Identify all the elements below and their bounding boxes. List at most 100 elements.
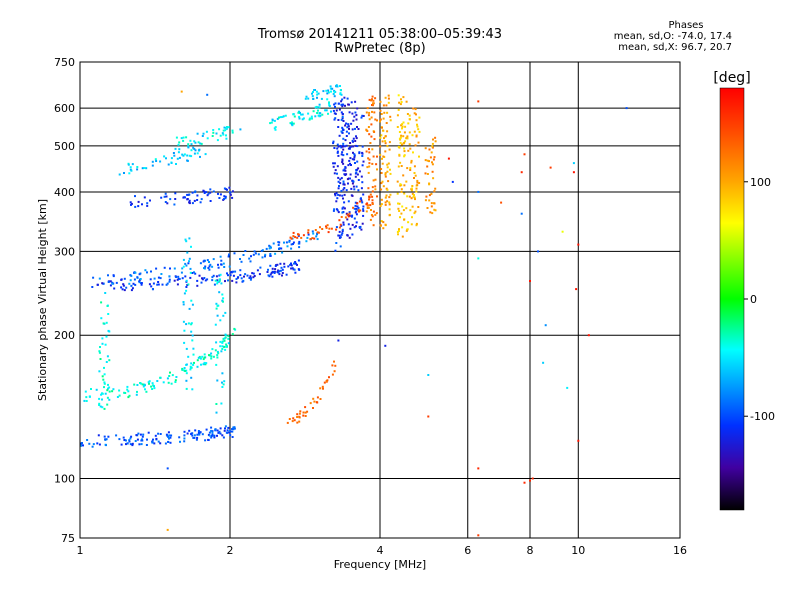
data-point	[432, 138, 434, 141]
data-point	[430, 202, 433, 205]
data-point	[280, 247, 283, 250]
data-point	[165, 157, 167, 160]
data-point	[401, 127, 403, 130]
data-point	[350, 194, 353, 197]
data-point	[289, 122, 292, 125]
data-point	[215, 363, 218, 366]
data-point	[292, 243, 294, 245]
data-point	[334, 193, 336, 195]
data-point	[299, 410, 302, 413]
data-point	[143, 167, 146, 169]
data-point	[190, 362, 193, 365]
data-point	[410, 197, 413, 200]
data-point	[529, 479, 531, 482]
data-point	[341, 151, 344, 154]
data-point	[357, 189, 360, 192]
data-point	[221, 132, 224, 135]
data-point	[316, 231, 319, 234]
data-point	[340, 103, 343, 106]
data-point	[307, 229, 310, 232]
data-point	[353, 158, 356, 161]
data-point	[191, 202, 194, 205]
data-point	[257, 253, 260, 256]
data-point	[400, 124, 403, 127]
data-point	[107, 387, 109, 390]
data-point	[273, 119, 276, 122]
data-point	[336, 209, 339, 212]
data-point	[127, 396, 130, 399]
data-point	[124, 392, 127, 394]
data-point	[411, 205, 414, 208]
data-point	[417, 128, 420, 131]
data-point	[192, 363, 195, 366]
data-point	[136, 166, 139, 168]
data-point	[199, 357, 202, 360]
data-point	[356, 173, 359, 176]
data-point	[220, 282, 223, 285]
data-point	[211, 276, 214, 279]
data-point	[145, 444, 148, 446]
data-point	[211, 348, 214, 351]
data-point	[233, 427, 236, 430]
data-point	[288, 240, 291, 243]
data-point	[196, 436, 199, 439]
data-point	[354, 175, 357, 178]
data-point	[411, 192, 414, 195]
data-point	[406, 167, 409, 170]
data-point	[130, 435, 133, 438]
data-point	[426, 207, 429, 209]
data-point	[314, 106, 317, 109]
data-point	[406, 137, 409, 140]
data-point	[216, 356, 219, 359]
data-point	[220, 402, 223, 405]
data-point	[278, 247, 281, 250]
data-point	[374, 97, 377, 100]
data-point	[284, 114, 287, 117]
data-point	[272, 242, 275, 245]
data-point	[102, 322, 105, 325]
data-point	[374, 213, 377, 216]
data-point	[400, 98, 402, 101]
data-point	[279, 116, 282, 119]
data-point	[340, 177, 343, 180]
data-point	[332, 209, 335, 212]
data-point	[371, 186, 374, 189]
data-point	[332, 109, 335, 112]
data-point	[317, 231, 320, 234]
data-point	[362, 208, 365, 211]
data-point	[104, 343, 107, 346]
data-point	[174, 192, 177, 195]
data-point	[349, 177, 351, 180]
data-point	[371, 95, 374, 98]
data-point	[347, 147, 350, 150]
data-point	[222, 383, 225, 386]
data-point	[212, 355, 215, 358]
data-point	[224, 427, 226, 430]
data-point	[433, 202, 436, 205]
data-point	[221, 372, 224, 375]
data-point	[155, 267, 158, 270]
data-point	[224, 195, 227, 198]
data-point	[217, 263, 219, 266]
data-point	[145, 390, 148, 393]
data-point	[104, 438, 107, 441]
data-point	[429, 211, 432, 214]
data-point	[415, 135, 418, 138]
data-point	[177, 275, 180, 278]
data-point	[290, 123, 293, 125]
data-point	[336, 147, 339, 150]
data-point	[239, 269, 242, 272]
data-point	[193, 148, 196, 150]
data-point	[268, 247, 271, 250]
data-point	[188, 154, 191, 157]
data-point	[125, 439, 127, 442]
data-point	[177, 151, 180, 154]
data-point	[350, 187, 353, 190]
data-point	[147, 381, 150, 384]
data-point	[408, 114, 411, 117]
data-point	[169, 436, 172, 439]
data-point	[215, 411, 218, 414]
data-point	[183, 153, 186, 156]
data-point	[210, 357, 213, 360]
data-point	[210, 426, 213, 429]
